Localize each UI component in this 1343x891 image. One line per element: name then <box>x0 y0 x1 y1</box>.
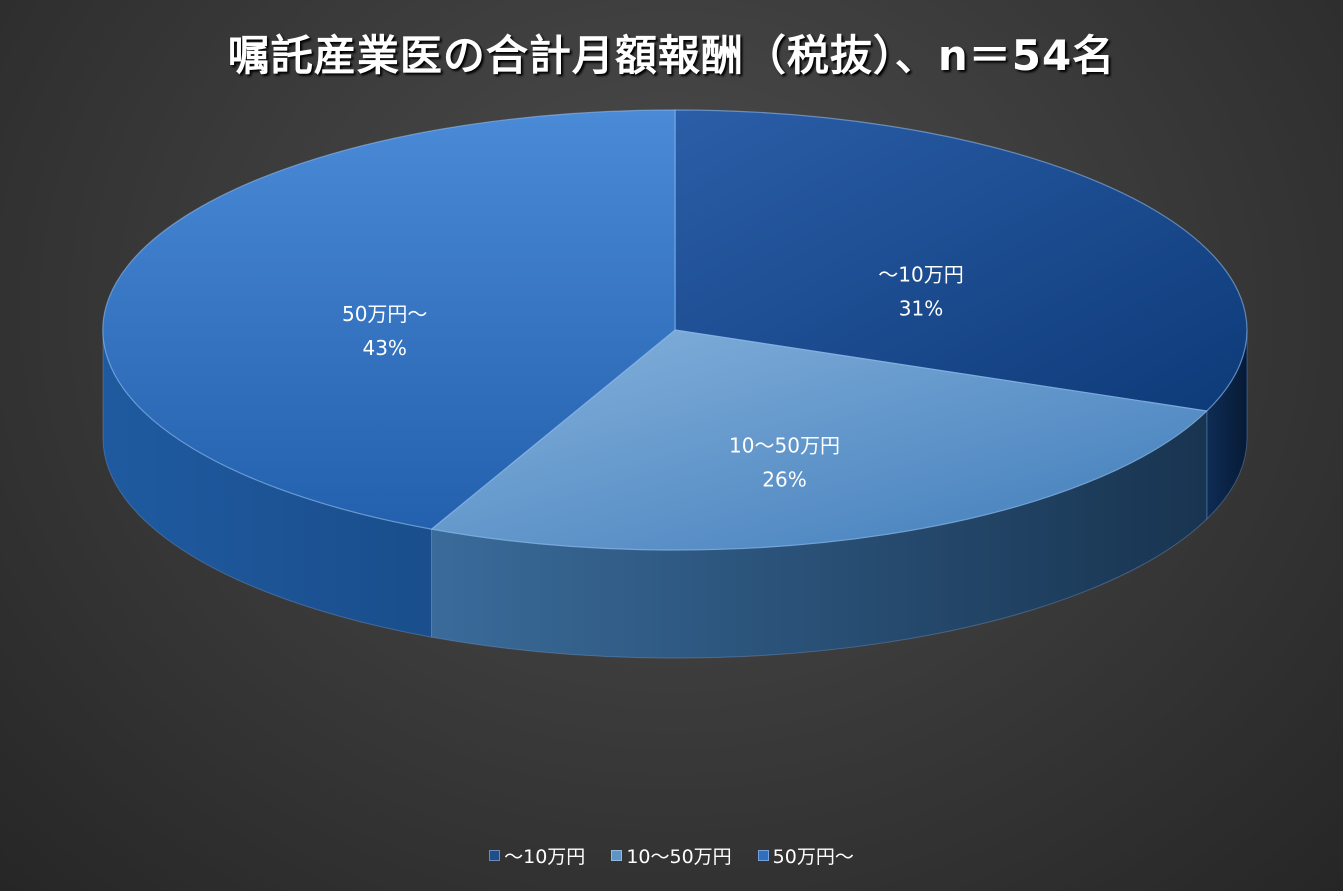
data-label-percent: 26% <box>762 467 806 491</box>
legend-label: 10〜50万円 <box>626 846 732 868</box>
legend-swatch-icon <box>757 850 769 861</box>
data-label-category: 50万円〜 <box>342 302 427 326</box>
data-label-percent: 43% <box>362 336 406 360</box>
legend-item: 〜10万円 <box>489 842 585 869</box>
data-label-percent: 31% <box>899 297 943 321</box>
data-label-category: 10〜50万円 <box>729 433 840 457</box>
legend-label: 〜10万円 <box>504 846 586 868</box>
legend-swatch-icon <box>611 850 623 861</box>
legend-label: 50万円〜 <box>772 846 854 868</box>
data-label-category: 〜10万円 <box>878 263 963 287</box>
pie-slice <box>430 329 1209 551</box>
legend-item: 10〜50万円 <box>611 842 732 869</box>
legend-swatch-icon <box>489 850 501 861</box>
pie-slice <box>674 109 1248 412</box>
chart-title: 嘱託産業医の合計月額報酬（税抜）、n＝54名 <box>227 31 1116 80</box>
legend: 〜10万円 10〜50万円 50万円〜 <box>0 842 1343 869</box>
legend-item: 50万円〜 <box>757 842 854 869</box>
pie-slice <box>102 109 676 530</box>
